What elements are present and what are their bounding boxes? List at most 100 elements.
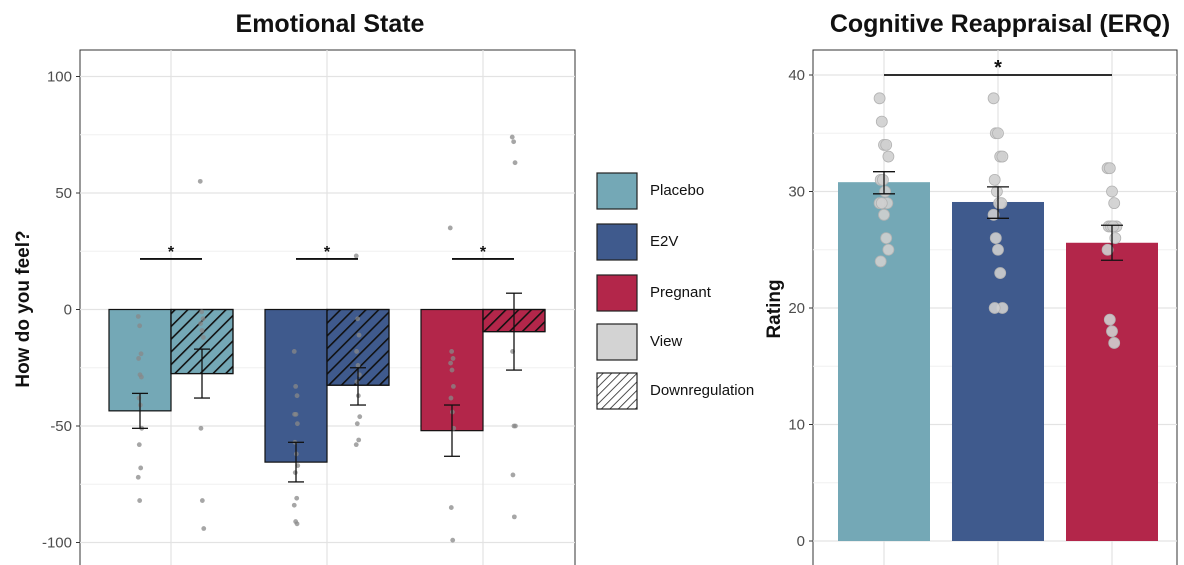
data-point — [448, 360, 453, 366]
data-point — [1106, 185, 1118, 198]
data-point — [992, 243, 1004, 256]
data-point — [451, 383, 456, 389]
data-point — [448, 395, 454, 401]
legend-label-e2v: E2V — [650, 233, 678, 250]
y-tick-label: 0 — [64, 302, 72, 319]
data-point — [1108, 337, 1121, 349]
data-point — [200, 316, 206, 322]
data-point — [295, 421, 300, 427]
y-tick-label: -50 — [50, 418, 72, 435]
data-point — [992, 127, 1004, 140]
right-y-axis-label: Rating — [764, 279, 785, 338]
data-point — [139, 374, 144, 380]
data-point — [879, 185, 891, 198]
data-point — [293, 383, 299, 389]
data-point — [291, 502, 297, 508]
left-chart-title: Emotional State — [236, 10, 425, 38]
data-point — [878, 208, 890, 221]
legend-swatch-e2v — [596, 223, 638, 261]
data-point — [294, 393, 300, 399]
data-point — [880, 232, 893, 245]
y-tick-label: 50 — [55, 185, 72, 202]
y-tick-label: -100 — [42, 535, 72, 552]
data-point — [199, 309, 205, 315]
data-point — [1106, 325, 1118, 338]
legend: Placebo E2V Pregnant View Downregulation — [596, 172, 754, 410]
data-point — [354, 421, 360, 427]
data-point — [1107, 220, 1119, 233]
data-point — [450, 356, 456, 361]
data-point — [197, 178, 203, 184]
data-point — [355, 363, 361, 368]
left-y-axis-label: How do you feel? — [13, 230, 34, 387]
data-point — [449, 349, 455, 354]
y-tick-label: 30 — [788, 184, 805, 201]
data-point — [873, 92, 886, 105]
data-point — [201, 526, 207, 531]
data-point — [511, 514, 517, 520]
data-point — [991, 185, 1003, 198]
data-point — [136, 356, 142, 361]
legend-swatch-placebo — [596, 172, 638, 210]
data-point — [137, 323, 143, 329]
significance-star: * — [480, 244, 487, 261]
legend-swatch-pregnant — [596, 274, 638, 312]
data-point — [135, 474, 141, 480]
data-point — [875, 115, 888, 128]
left-plot-panel: 100 50 0 -50 -100 * * * — [42, 49, 576, 565]
data-point — [198, 425, 204, 431]
data-point — [198, 321, 204, 326]
data-point — [512, 160, 518, 166]
right-chart-title: Cognitive Reappraisal (ERQ) — [830, 10, 1170, 38]
legend-label-downregulation: Downregulation — [650, 382, 754, 399]
data-point — [1103, 162, 1116, 175]
y-tick-label: 20 — [788, 300, 805, 317]
data-point — [135, 314, 141, 319]
data-point — [356, 332, 362, 338]
data-point — [511, 139, 517, 145]
data-point — [354, 349, 359, 354]
data-point — [137, 498, 143, 503]
data-point — [293, 411, 299, 417]
data-point — [987, 208, 1000, 221]
data-point — [509, 134, 515, 140]
data-point — [199, 498, 205, 503]
legend-swatch-downregulation — [596, 372, 638, 410]
data-point — [882, 243, 895, 256]
y-tick-label: 100 — [47, 69, 72, 86]
legend-label-view: View — [650, 333, 682, 350]
data-point — [449, 367, 455, 373]
data-point — [353, 253, 359, 259]
data-point — [356, 437, 362, 443]
y-tick-label: 10 — [788, 417, 805, 434]
data-point — [877, 173, 889, 186]
data-point — [355, 316, 361, 322]
data-point — [450, 537, 456, 543]
bar-e2v — [952, 201, 1044, 542]
data-point — [292, 470, 298, 475]
data-point — [987, 92, 1000, 105]
data-point — [1103, 313, 1116, 326]
data-point — [1108, 197, 1121, 210]
significance-star: * — [168, 244, 175, 261]
data-point — [513, 423, 518, 429]
data-point — [882, 150, 895, 163]
data-point — [291, 349, 297, 354]
data-point — [989, 232, 1002, 245]
data-point — [874, 255, 887, 268]
data-point — [988, 173, 1001, 186]
data-point — [357, 414, 363, 420]
legend-swatch-view — [596, 323, 638, 361]
legend-label-placebo: Placebo — [650, 182, 704, 199]
legend-label-pregnant: Pregnant — [650, 284, 712, 301]
data-point — [510, 472, 516, 478]
bar-pregnant — [1066, 242, 1158, 541]
right-plot-panel: 40 30 20 10 0 * — [788, 49, 1178, 565]
y-tick-label: 0 — [797, 533, 805, 550]
data-point — [988, 302, 1001, 314]
data-point — [138, 351, 144, 357]
y-tick-label: 40 — [788, 67, 805, 84]
data-point — [994, 267, 1007, 279]
data-point — [1101, 243, 1114, 256]
